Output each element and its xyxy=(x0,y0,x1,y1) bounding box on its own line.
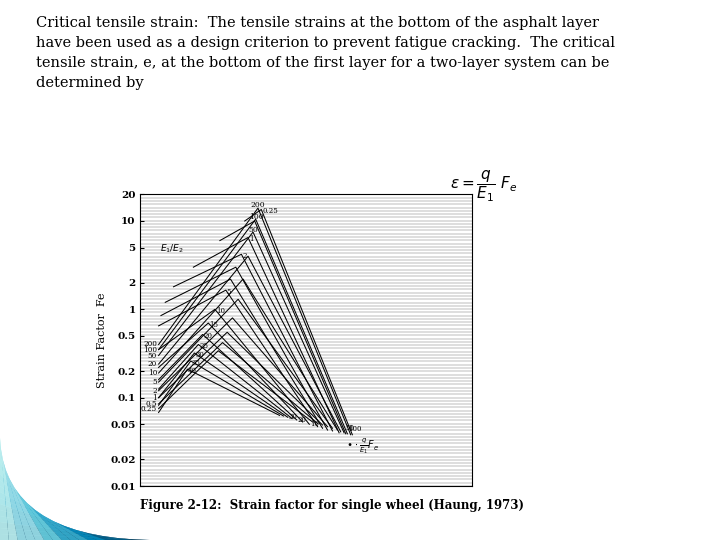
Text: 2: 2 xyxy=(153,387,157,395)
Text: $E_1/E_2$: $E_1/E_2$ xyxy=(161,243,184,255)
Text: 1: 1 xyxy=(152,394,157,402)
Text: 5: 5 xyxy=(153,378,157,386)
Text: 0.25: 0.25 xyxy=(262,207,278,215)
Polygon shape xyxy=(0,456,44,540)
Polygon shape xyxy=(0,438,17,540)
Text: 30: 30 xyxy=(289,413,297,421)
Polygon shape xyxy=(0,492,96,540)
Polygon shape xyxy=(0,480,79,540)
Text: Critical tensile strain:  The tensile strains at the bottom of the asphalt layer: Critical tensile strain: The tensile str… xyxy=(36,16,615,90)
Text: 10: 10 xyxy=(310,420,319,428)
Text: 0.5: 0.5 xyxy=(145,400,157,408)
Text: 35: 35 xyxy=(192,359,200,367)
Y-axis label: Strain Factor  Fe: Strain Factor Fe xyxy=(97,293,107,388)
Text: 1: 1 xyxy=(249,235,253,244)
Polygon shape xyxy=(0,516,132,540)
Text: 100: 100 xyxy=(249,213,264,221)
Text: 100: 100 xyxy=(143,346,157,354)
Text: 30: 30 xyxy=(195,351,204,359)
Text: $\bullet \cdot \frac{q}{E_1} F_e$: $\bullet \cdot \frac{q}{E_1} F_e$ xyxy=(346,437,379,456)
Polygon shape xyxy=(0,450,35,540)
Text: 20: 20 xyxy=(148,360,157,368)
Polygon shape xyxy=(0,468,62,540)
Polygon shape xyxy=(0,522,141,540)
Text: 20: 20 xyxy=(297,416,307,424)
Text: $\epsilon = \dfrac{q}{E_1}\ F_e$: $\epsilon = \dfrac{q}{E_1}\ F_e$ xyxy=(450,168,518,204)
Polygon shape xyxy=(0,534,158,540)
Polygon shape xyxy=(0,486,88,540)
Text: 5: 5 xyxy=(227,288,231,296)
Text: 50: 50 xyxy=(148,352,157,360)
Text: 200: 200 xyxy=(251,201,265,210)
Text: 50: 50 xyxy=(249,226,258,234)
Polygon shape xyxy=(0,510,123,540)
Text: 20: 20 xyxy=(203,332,212,340)
Polygon shape xyxy=(0,498,106,540)
Polygon shape xyxy=(0,528,150,540)
Polygon shape xyxy=(0,432,9,540)
Text: Figure 2-12:  Strain factor for single wheel (Haung, 1973): Figure 2-12: Strain factor for single wh… xyxy=(140,500,524,512)
Text: 10: 10 xyxy=(148,369,157,377)
Text: 10: 10 xyxy=(216,307,225,315)
Text: 0.25: 0.25 xyxy=(141,404,157,413)
Polygon shape xyxy=(0,462,53,540)
Text: 15: 15 xyxy=(210,321,218,329)
Text: 200: 200 xyxy=(143,341,157,348)
Polygon shape xyxy=(0,444,27,540)
Text: 25: 25 xyxy=(199,342,208,350)
Polygon shape xyxy=(0,504,114,540)
Text: 2: 2 xyxy=(243,252,247,260)
Text: 50: 50 xyxy=(345,424,354,433)
Text: 40: 40 xyxy=(188,367,197,375)
Text: 100: 100 xyxy=(348,425,361,433)
Polygon shape xyxy=(0,474,71,540)
